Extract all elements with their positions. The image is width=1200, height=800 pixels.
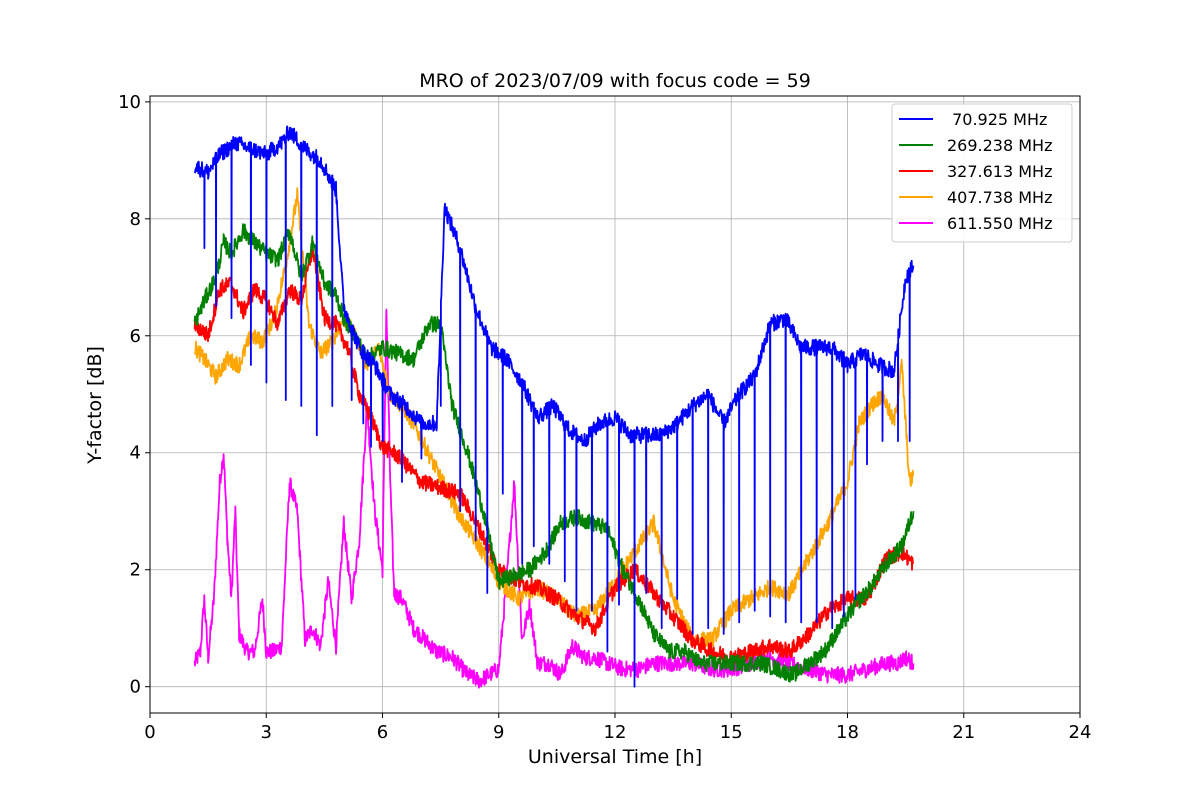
y-axis: 0 2 4 6 8 10 — [118, 92, 150, 698]
series-line — [193, 240, 915, 666]
chart-title: MRO of 2023/07/09 with focus code = 59 — [419, 70, 811, 92]
y-tick-label: 10 — [118, 92, 141, 113]
y-tick-label: 0 — [130, 677, 141, 698]
x-tick-label: 24 — [1069, 722, 1092, 743]
x-tick-label: 3 — [261, 722, 272, 743]
legend-label: 611.550 MHz — [947, 214, 1052, 233]
x-tick-label: 12 — [604, 722, 627, 743]
x-tick-label: 9 — [493, 722, 504, 743]
y-axis-label: Y-factor [dB] — [84, 346, 106, 465]
series-line — [193, 308, 915, 689]
x-tick-label: 15 — [720, 722, 743, 743]
legend-frame — [891, 103, 1073, 243]
legend-label: 327.613 MHz — [947, 162, 1052, 181]
x-tick-label: 21 — [952, 722, 975, 743]
x-axis-label: Universal Time [h] — [528, 746, 702, 768]
series-layer — [193, 125, 915, 689]
x-axis: 0 3 6 9 12 15 18 21 24 — [144, 713, 1091, 743]
series-line — [193, 125, 915, 688]
y-tick-label: 4 — [130, 443, 141, 464]
y-tick-label: 2 — [130, 560, 141, 581]
legend-label: 70.925 MHz — [947, 110, 1047, 129]
plot-area — [193, 125, 915, 689]
y-tick-label: 8 — [130, 209, 141, 230]
x-tick-label: 18 — [836, 722, 859, 743]
series-line — [193, 223, 915, 683]
legend-label: 407.738 MHz — [947, 188, 1052, 207]
x-tick-label: 6 — [377, 722, 388, 743]
legend-label: 269.238 MHz — [947, 136, 1052, 155]
legend: 70.925 MHz 269.238 MHz 327.613 MHz 407.738 … — [891, 103, 1073, 243]
x-tick-label: 0 — [144, 722, 155, 743]
y-tick-label: 6 — [130, 326, 141, 347]
